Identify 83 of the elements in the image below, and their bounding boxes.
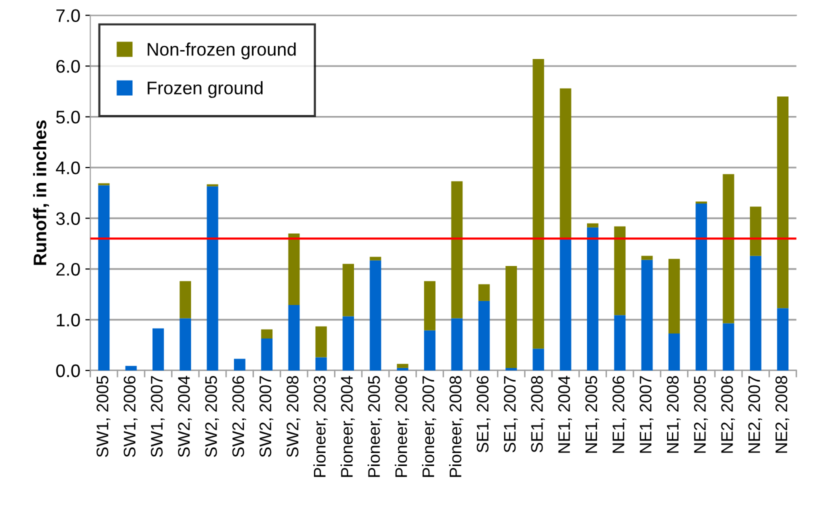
bar [506, 266, 517, 368]
bar [750, 206, 762, 256]
x-tick-label: NE1, 2004 [558, 376, 572, 453]
x-tick-label: NE1, 2008 [666, 376, 681, 453]
bar [396, 364, 408, 368]
y-tick-label: 1.0 [56, 314, 80, 326]
bar [424, 281, 436, 330]
x-tick-label: SE1, 2006 [476, 376, 491, 452]
bar [180, 281, 192, 318]
x-tick-label: NE2, 2007 [748, 376, 762, 453]
bar [451, 181, 463, 318]
x-tick-label: SE1, 2008 [531, 376, 545, 452]
bar [180, 318, 192, 370]
x-tick-label: Pioneer, 2008 [449, 376, 464, 477]
y-axis-title: Runoff, in inches [33, 120, 49, 265]
x-tick-label: Pioneer, 2006 [394, 376, 410, 477]
legend-label: Frozen ground [148, 81, 263, 98]
bar [98, 185, 110, 370]
x-tick-label: SW2, 2008 [286, 376, 300, 458]
x-tick-label: SW2, 2007 [259, 376, 274, 458]
x-tick-label: SW1, 2007 [150, 376, 165, 458]
y-tick-label: 3.0 [56, 212, 80, 225]
y-tick-label: 4.0 [56, 161, 80, 174]
bar [478, 300, 490, 370]
x-tick-label: NE1, 2005 [585, 376, 600, 453]
bar [750, 256, 762, 370]
legend-label: Non-frozen ground [148, 42, 296, 60]
bar [451, 318, 463, 370]
bar [315, 357, 327, 370]
y-tick-label: 5.0 [56, 110, 80, 124]
x-tick-label: NE2, 2008 [775, 376, 790, 453]
x-tick-label: SW1, 2006 [124, 376, 138, 458]
bar [586, 227, 598, 370]
bar [125, 366, 137, 370]
y-tick-label: 7.0 [56, 9, 80, 22]
bar [315, 326, 327, 358]
bar [641, 256, 653, 260]
bar [152, 328, 164, 370]
x-tick-label: Pioneer, 2007 [422, 376, 436, 477]
bar [614, 226, 626, 316]
bar [777, 308, 788, 370]
bar [478, 284, 490, 301]
bar [777, 96, 788, 308]
x-tick-label: SW1, 2005 [96, 376, 110, 458]
bar [288, 233, 300, 306]
x-tick-label: NE1, 2007 [640, 376, 654, 453]
bar [506, 368, 517, 370]
x-tick-label: NE2, 2006 [721, 376, 735, 453]
bar [722, 174, 734, 324]
x-tick-label: SW2, 2004 [178, 376, 192, 458]
bar [614, 315, 626, 370]
y-tick-label: 6.0 [56, 60, 80, 73]
bar [261, 329, 273, 339]
x-tick-label: SE1, 2007 [504, 376, 518, 452]
bar [424, 330, 436, 370]
x-tick-label: NE2, 2005 [694, 376, 708, 453]
bar [532, 58, 544, 349]
bar [342, 316, 354, 370]
bar [641, 260, 653, 370]
bar [722, 323, 734, 370]
bar [586, 223, 598, 228]
x-tick-label: SW2, 2006 [232, 376, 246, 458]
bar [560, 88, 572, 238]
bar [668, 258, 680, 334]
x-tick-label: Pioneer, 2003 [313, 376, 328, 477]
x-tick-label: Pioneer, 2005 [368, 376, 382, 477]
bar [342, 264, 354, 316]
bar [234, 358, 246, 370]
bar [261, 338, 273, 370]
y-tick-label: 0.0 [56, 364, 80, 378]
x-tick-label: SW2, 2005 [205, 376, 219, 458]
x-tick-label: NE1, 2006 [612, 376, 626, 453]
bar [370, 256, 382, 260]
bar [288, 305, 300, 370]
bar [370, 260, 382, 370]
bar [396, 368, 408, 370]
bar [206, 186, 218, 370]
y-tick-label: 2.0 [56, 262, 80, 276]
bar [668, 333, 680, 370]
bar [696, 204, 708, 370]
bar [560, 238, 572, 370]
bar [532, 348, 544, 370]
x-tick-label: Pioneer, 2004 [340, 376, 355, 477]
